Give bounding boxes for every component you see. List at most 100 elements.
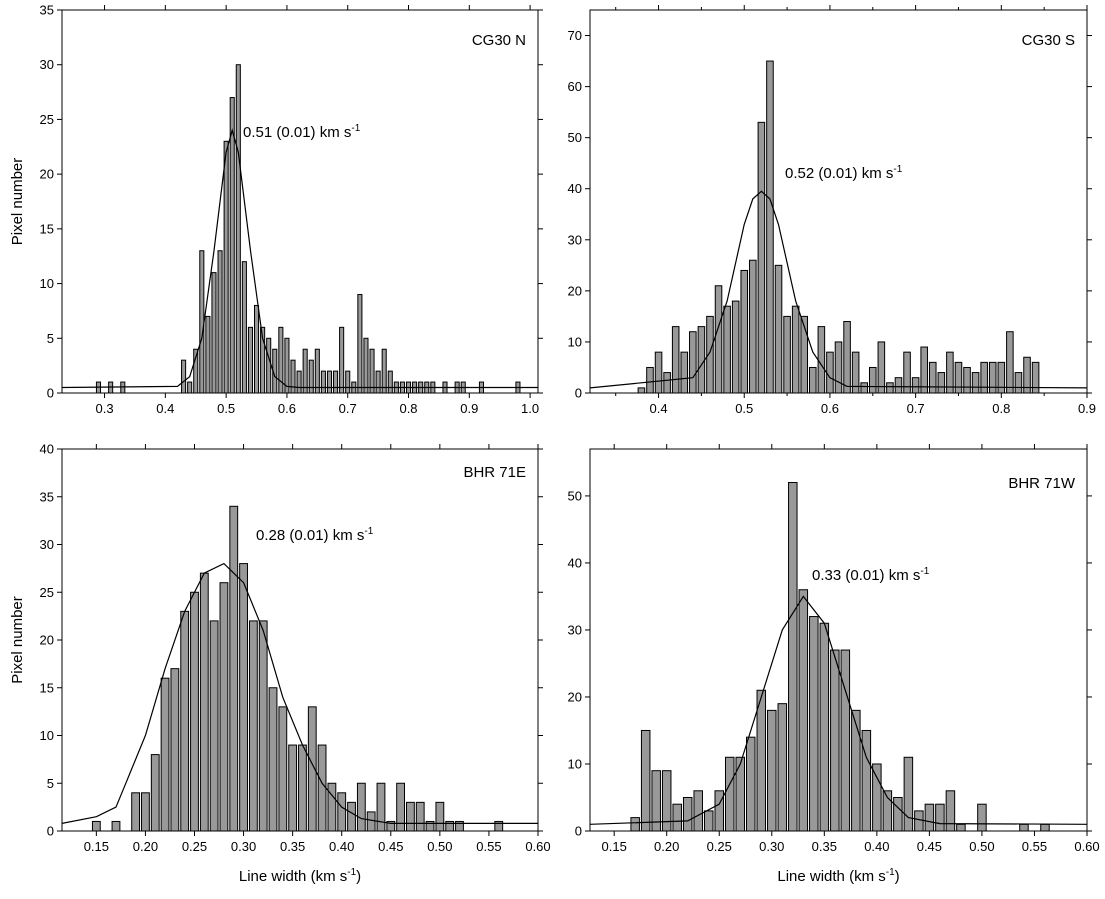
bar bbox=[731, 300, 740, 394]
bar bbox=[345, 370, 351, 394]
bar bbox=[229, 505, 239, 832]
bar bbox=[211, 272, 217, 394]
y-tick-label: 20 bbox=[40, 167, 54, 182]
x-tick-label: 0.45 bbox=[917, 839, 942, 854]
bar bbox=[217, 250, 223, 394]
y-tick-label: 0 bbox=[47, 386, 54, 401]
bar bbox=[877, 341, 886, 394]
bar bbox=[1040, 823, 1050, 832]
y-tick-label: 0 bbox=[575, 824, 582, 839]
bar bbox=[963, 366, 971, 394]
y-tick-label: 5 bbox=[47, 331, 54, 346]
x-tick-label: 0.9 bbox=[1078, 401, 1096, 416]
bar bbox=[320, 370, 326, 394]
y-tick-label: 25 bbox=[40, 585, 54, 600]
bar bbox=[703, 810, 714, 832]
x-tick-label: 0.50 bbox=[969, 839, 994, 854]
annotation-sup: -1 bbox=[364, 526, 373, 537]
bar bbox=[834, 341, 843, 394]
bar bbox=[783, 315, 791, 394]
bar bbox=[1019, 823, 1029, 832]
bar bbox=[914, 810, 924, 832]
bar bbox=[160, 677, 170, 832]
y-tick-label: 25 bbox=[40, 112, 54, 127]
bar bbox=[997, 361, 1006, 394]
y-tick-label: 30 bbox=[40, 537, 54, 552]
bar bbox=[903, 756, 914, 832]
bar bbox=[840, 649, 851, 832]
bar bbox=[693, 790, 703, 832]
bar bbox=[971, 372, 980, 394]
bar bbox=[369, 348, 375, 394]
x-axis-label-main: Line width (km s bbox=[239, 868, 347, 885]
bar bbox=[375, 370, 381, 394]
bar bbox=[630, 817, 640, 832]
bar bbox=[851, 709, 861, 832]
y-tick-label: 15 bbox=[40, 680, 54, 695]
bar bbox=[809, 366, 817, 394]
panel-title: CG30 S bbox=[1022, 32, 1075, 49]
bar bbox=[376, 782, 386, 832]
bar bbox=[190, 591, 199, 832]
y-tick-label: 40 bbox=[40, 442, 54, 457]
bar bbox=[672, 803, 682, 832]
y-tick-label: 10 bbox=[568, 756, 582, 771]
bar bbox=[791, 305, 800, 394]
x-tick-label: 0.8 bbox=[399, 401, 417, 416]
bar bbox=[697, 326, 706, 394]
bar bbox=[435, 801, 445, 832]
x-tick-label: 0.45 bbox=[378, 839, 403, 854]
bar bbox=[894, 377, 903, 394]
bar bbox=[387, 370, 393, 394]
bar bbox=[180, 610, 190, 832]
x-tick-label: 0.40 bbox=[329, 839, 354, 854]
x-tick-label: 0.30 bbox=[759, 839, 784, 854]
bar bbox=[872, 763, 882, 832]
bar bbox=[809, 616, 819, 832]
y-tick-label: 35 bbox=[40, 489, 54, 504]
bar bbox=[235, 64, 241, 394]
y-tick-label: 60 bbox=[568, 79, 582, 94]
fit-curve bbox=[61, 128, 538, 389]
x-axis-label-end: ) bbox=[356, 868, 361, 885]
bar bbox=[337, 792, 347, 832]
bar bbox=[258, 620, 268, 832]
bar bbox=[920, 346, 928, 394]
bar bbox=[774, 264, 783, 394]
bar bbox=[861, 729, 872, 832]
x-axis-label-sup: -1 bbox=[347, 867, 356, 878]
bar bbox=[253, 304, 260, 394]
y-tick-label: 50 bbox=[568, 130, 582, 145]
bar bbox=[817, 326, 826, 394]
bar bbox=[357, 294, 363, 394]
x-tick-label: 0.35 bbox=[812, 839, 837, 854]
bar bbox=[819, 622, 830, 832]
bar bbox=[298, 744, 307, 832]
bar bbox=[746, 736, 756, 832]
fit-curve bbox=[589, 190, 1088, 389]
x-tick-label: 0.8 bbox=[992, 401, 1010, 416]
bar bbox=[356, 782, 366, 832]
y-tick-label: 10 bbox=[40, 728, 54, 743]
bar bbox=[278, 706, 288, 832]
bar bbox=[314, 348, 320, 394]
bar bbox=[302, 348, 308, 394]
x-tick-label: 0.9 bbox=[460, 401, 478, 416]
y-tick-label: 20 bbox=[568, 283, 582, 298]
bar bbox=[219, 582, 229, 832]
bar bbox=[937, 372, 946, 394]
fit-curve bbox=[61, 562, 538, 825]
bar bbox=[843, 321, 851, 394]
bar bbox=[911, 377, 920, 394]
bar bbox=[980, 361, 988, 394]
x-tick-label: 0.30 bbox=[231, 839, 256, 854]
bar bbox=[749, 259, 757, 394]
bar bbox=[935, 803, 945, 832]
x-axis-label-end: ) bbox=[895, 868, 900, 885]
x-tick-label: 0.4 bbox=[650, 401, 668, 416]
annotation: 0.28 (0.01) km s-1 bbox=[256, 526, 374, 544]
annotation-sup: -1 bbox=[893, 164, 902, 175]
panel-title: BHR 71W bbox=[1008, 475, 1076, 492]
x-tick-label: 0.15 bbox=[84, 839, 109, 854]
x-tick-label: 0.5 bbox=[735, 401, 753, 416]
